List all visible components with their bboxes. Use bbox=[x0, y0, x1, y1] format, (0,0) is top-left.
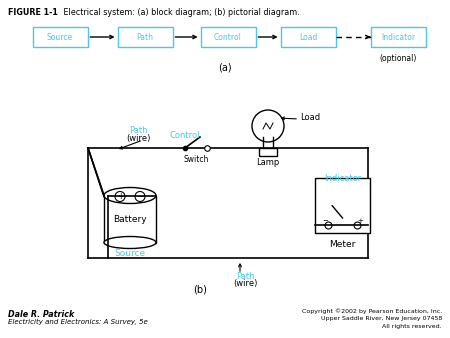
Bar bbox=[117, 27, 172, 47]
Text: All rights reserved.: All rights reserved. bbox=[382, 324, 442, 329]
Bar bbox=[201, 27, 256, 47]
Text: Path: Path bbox=[129, 126, 147, 135]
Text: +: + bbox=[357, 218, 363, 224]
Circle shape bbox=[135, 192, 145, 201]
Ellipse shape bbox=[104, 237, 156, 248]
Text: Control: Control bbox=[214, 32, 242, 42]
Text: Upper Saddle River, New Jersey 07458: Upper Saddle River, New Jersey 07458 bbox=[321, 316, 442, 321]
Circle shape bbox=[115, 192, 125, 201]
Circle shape bbox=[252, 110, 284, 142]
Text: Load: Load bbox=[299, 32, 317, 42]
Text: Source: Source bbox=[47, 32, 73, 42]
Text: Switch: Switch bbox=[183, 155, 209, 164]
Text: Control: Control bbox=[170, 131, 200, 140]
Ellipse shape bbox=[104, 188, 156, 203]
Text: Path: Path bbox=[236, 272, 254, 281]
Text: Copyright ©2002 by Pearson Education, Inc.: Copyright ©2002 by Pearson Education, In… bbox=[302, 308, 442, 314]
Text: FIGURE 1-1: FIGURE 1-1 bbox=[8, 8, 58, 17]
Text: −: − bbox=[322, 218, 328, 224]
Bar bbox=[370, 27, 426, 47]
Text: (wire): (wire) bbox=[126, 134, 150, 143]
Text: Load: Load bbox=[300, 113, 320, 122]
Text: Lamp: Lamp bbox=[256, 158, 279, 167]
Text: Electricity and Electronics: A Survey, 5e: Electricity and Electronics: A Survey, 5… bbox=[8, 319, 148, 325]
Text: Battery: Battery bbox=[113, 216, 147, 224]
Bar bbox=[32, 27, 87, 47]
Text: Indicator: Indicator bbox=[324, 174, 361, 183]
Text: Dale R. Patrick: Dale R. Patrick bbox=[8, 310, 74, 319]
Bar bbox=[259, 148, 277, 156]
Bar bbox=[280, 27, 336, 47]
Text: Electrical system: (a) block diagram; (b) pictorial diagram.: Electrical system: (a) block diagram; (b… bbox=[56, 8, 300, 17]
Bar bbox=[104, 195, 156, 242]
Text: Meter: Meter bbox=[329, 240, 356, 249]
Text: (wire): (wire) bbox=[233, 279, 257, 288]
Text: Path: Path bbox=[136, 32, 153, 42]
Text: Source: Source bbox=[114, 248, 145, 258]
Text: (optional): (optional) bbox=[379, 54, 417, 63]
Text: −: − bbox=[137, 192, 143, 201]
Text: Indicator: Indicator bbox=[381, 32, 415, 42]
Text: +: + bbox=[117, 192, 123, 201]
Text: (b): (b) bbox=[193, 285, 207, 295]
Text: (a): (a) bbox=[218, 62, 232, 72]
Bar bbox=[315, 178, 370, 233]
